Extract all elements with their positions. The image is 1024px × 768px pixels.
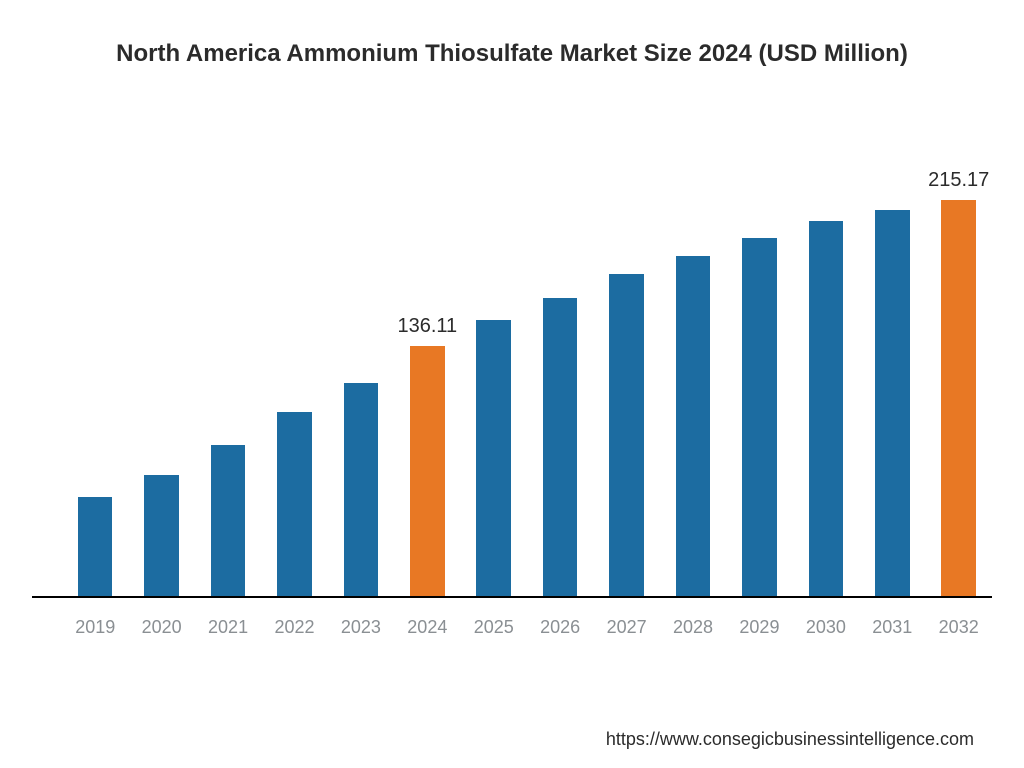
x-axis-label: 2022 bbox=[261, 617, 327, 638]
x-axis-label: 2027 bbox=[593, 617, 659, 638]
bar-slot bbox=[261, 118, 327, 596]
bar bbox=[211, 445, 246, 596]
x-axis-label: 2028 bbox=[660, 617, 726, 638]
x-axis-label: 2029 bbox=[726, 617, 792, 638]
bars-group: 136.11 215.17 bbox=[62, 118, 992, 596]
bar-slot bbox=[62, 118, 128, 596]
bar-slot: 136.11 bbox=[394, 118, 460, 596]
bar-slot bbox=[660, 118, 726, 596]
bar-slot bbox=[793, 118, 859, 596]
bar bbox=[144, 475, 179, 596]
bar-slot bbox=[726, 118, 792, 596]
bar-value-label: 136.11 bbox=[394, 315, 460, 338]
x-axis-label: 2031 bbox=[859, 617, 925, 638]
bar-slot bbox=[527, 118, 593, 596]
bar-slot bbox=[461, 118, 527, 596]
bar bbox=[344, 383, 379, 596]
x-axis-labels: 2019202020212022202320242025202620272028… bbox=[62, 617, 992, 638]
bar-slot: 215.17 bbox=[925, 118, 991, 596]
bar bbox=[941, 200, 976, 596]
x-axis-label: 2032 bbox=[925, 617, 991, 638]
bar-slot bbox=[328, 118, 394, 596]
x-axis-label: 2020 bbox=[128, 617, 194, 638]
x-axis-label: 2026 bbox=[527, 617, 593, 638]
bar-slot bbox=[859, 118, 925, 596]
bar-value-label: 215.17 bbox=[925, 169, 991, 192]
chart-container: North America Ammonium Thiosulfate Marke… bbox=[0, 0, 1024, 768]
bar bbox=[676, 256, 711, 596]
x-axis-label: 2023 bbox=[328, 617, 394, 638]
bar bbox=[875, 210, 910, 596]
source-url: https://www.consegicbusinessintelligence… bbox=[606, 729, 974, 750]
bar bbox=[609, 274, 644, 596]
x-axis-label: 2024 bbox=[394, 617, 460, 638]
x-axis-baseline bbox=[32, 596, 992, 598]
bar-slot bbox=[593, 118, 659, 596]
chart-title: North America Ammonium Thiosulfate Marke… bbox=[30, 40, 994, 68]
x-axis-label: 2021 bbox=[195, 617, 261, 638]
chart-area: 136.11215.17 201920202021202220232024202… bbox=[32, 98, 992, 658]
bar bbox=[543, 298, 578, 596]
bar bbox=[277, 412, 312, 596]
bar-slot bbox=[195, 118, 261, 596]
x-axis-label: 2019 bbox=[62, 617, 128, 638]
x-axis-label: 2030 bbox=[793, 617, 859, 638]
bar bbox=[476, 320, 511, 596]
bar-slot bbox=[128, 118, 194, 596]
bar bbox=[809, 221, 844, 596]
bar bbox=[78, 497, 113, 596]
bar bbox=[742, 238, 777, 597]
x-axis-label: 2025 bbox=[461, 617, 527, 638]
bar bbox=[410, 346, 445, 596]
